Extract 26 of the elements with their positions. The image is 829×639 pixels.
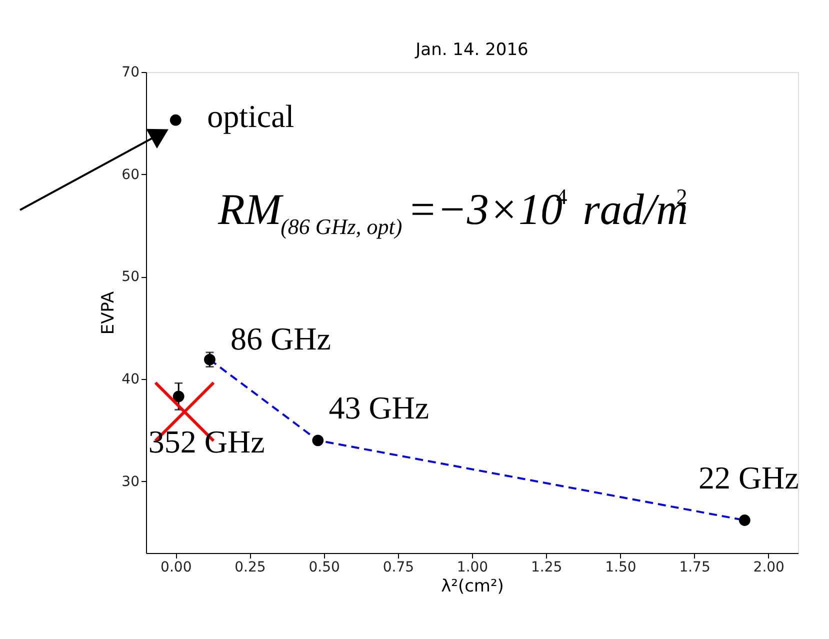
- chart-title: Jan. 14. 2016: [414, 40, 528, 60]
- point: [172, 390, 184, 402]
- x-tick-label: 1.25: [531, 560, 562, 576]
- y-tick-label: 70: [122, 64, 140, 80]
- point: [312, 434, 324, 446]
- annotation: 22 GHz: [698, 459, 799, 496]
- x-tick-label: 0.50: [308, 560, 340, 576]
- x-tick-label: 1.50: [605, 560, 636, 576]
- annotation: optical: [207, 98, 294, 134]
- y-tick-label: 30: [122, 474, 140, 490]
- x-tick-label: 0.00: [160, 560, 192, 576]
- y-tick-label: 40: [122, 372, 140, 388]
- y-axis-title: EVPA: [98, 291, 119, 335]
- x-tick-label: 0.75: [382, 560, 414, 576]
- annotation: 86 GHz: [230, 320, 331, 357]
- x-tick-label: 2.00: [753, 560, 784, 576]
- x-tick-label: 0.25: [234, 560, 266, 576]
- point: [170, 114, 182, 126]
- annotation: 352 GHz: [148, 423, 265, 460]
- x-tick-label: 1.75: [679, 560, 710, 576]
- x-tick-label: 1.00: [456, 560, 488, 576]
- y-tick-label: 50: [122, 269, 140, 286]
- y-tick-label: 60: [122, 166, 140, 183]
- annotation: 43 GHz: [328, 389, 430, 426]
- point: [738, 514, 750, 526]
- x-axis-title: λ²(cm²): [441, 576, 504, 596]
